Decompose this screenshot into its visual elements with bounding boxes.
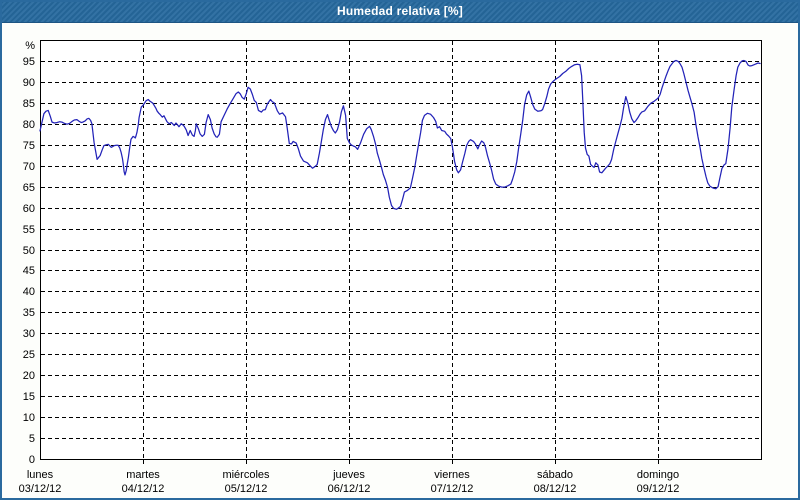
x-axis-day-label: domingo	[637, 469, 679, 481]
y-axis-label: 80	[23, 119, 35, 131]
x-axis-day-label: miércoles	[222, 469, 270, 481]
y-axis-label: 20	[23, 370, 35, 382]
y-axis-label: 10	[23, 412, 35, 424]
x-axis-date-label: 04/12/12	[122, 483, 165, 495]
y-axis-label: 5	[29, 433, 35, 445]
y-axis-label: 75	[23, 140, 35, 152]
y-axis-label: 90	[23, 77, 35, 89]
y-axis-label: 40	[23, 286, 35, 298]
x-axis-day-label: sábado	[537, 469, 573, 481]
y-axis-label: 85	[23, 98, 35, 110]
x-axis-day-label: lunes	[27, 469, 54, 481]
x-axis-date-label: 06/12/12	[328, 483, 371, 495]
y-axis-label: 65	[23, 182, 35, 194]
x-axis-day-label: jueves	[332, 469, 365, 481]
y-axis-label: 15	[23, 391, 35, 403]
chart-title: Humedad relativa [%]	[336, 4, 464, 18]
y-axis-label: 35	[23, 307, 35, 319]
x-axis-date-label: 07/12/12	[431, 483, 474, 495]
y-axis-label: 45	[23, 265, 35, 277]
y-axis-label: 25	[23, 349, 35, 361]
y-axis-label: 50	[23, 245, 35, 257]
x-axis-date-label: 03/12/12	[19, 483, 62, 495]
y-axis-label: 0	[29, 454, 35, 466]
y-axis-label: 95	[23, 56, 35, 68]
y-axis-unit-label: %	[25, 40, 35, 52]
x-axis-date-label: 05/12/12	[225, 483, 268, 495]
x-axis-date-label: 09/12/12	[637, 483, 680, 495]
chart-title-bar: Humedad relativa [%]	[0, 0, 800, 23]
y-axis-label: 30	[23, 328, 35, 340]
y-axis-label: 55	[23, 224, 35, 236]
y-axis-label: 70	[23, 161, 35, 173]
y-axis-label: 60	[23, 203, 35, 215]
humidity-series-line	[39, 59, 761, 210]
x-axis-date-label: 08/12/12	[534, 483, 577, 495]
x-axis-day-label: viernes	[434, 469, 470, 481]
x-axis-day-label: martes	[126, 469, 160, 481]
